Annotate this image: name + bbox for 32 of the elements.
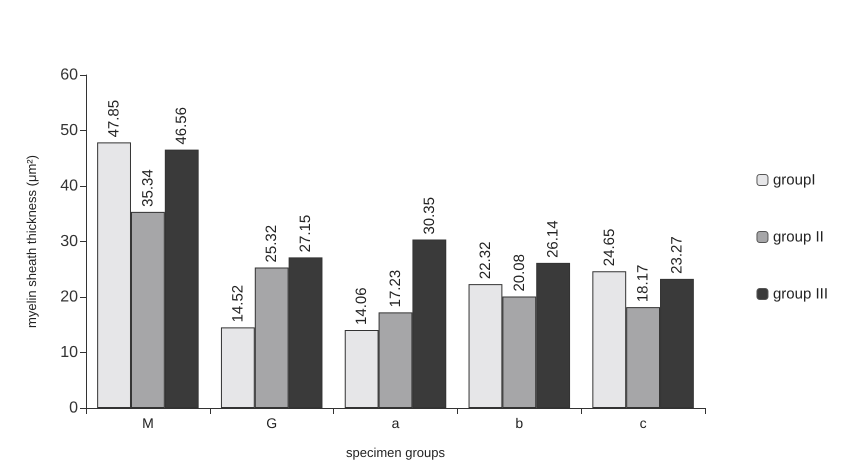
data-label: 26.14 [544, 220, 562, 258]
data-label: 14.06 [353, 287, 370, 325]
data-label: 47.85 [106, 100, 123, 138]
y-tick-label: 20 [60, 288, 78, 306]
legend-label: group II [772, 228, 824, 246]
data-label: 24.65 [600, 228, 618, 266]
legend-label: group III [772, 286, 828, 302]
x-tick-label: G [266, 415, 278, 431]
y-tick-label: 0 [69, 400, 78, 416]
data-label: 22.32 [476, 242, 494, 280]
data-label: 20.08 [510, 254, 528, 292]
data-label: 27.15 [297, 214, 314, 252]
x-tick-label: b [515, 415, 524, 431]
x-tick-label: a [392, 415, 400, 431]
data-label: 46.56 [173, 107, 190, 145]
data-label: 30.35 [420, 197, 438, 235]
data-label: 18.17 [634, 264, 652, 302]
y-tick-label: 10 [60, 344, 78, 361]
data-label: 14.52 [229, 284, 246, 322]
data-label: 25.32 [263, 224, 280, 262]
data-label: 23.27 [668, 236, 686, 274]
y-axis-title: myelin sheath thickness (μm²) [24, 155, 39, 328]
y-tick-label: 40 [60, 178, 78, 194]
x-axis-title: specimen groups [346, 445, 446, 460]
y-tick-label: 50 [60, 122, 78, 139]
data-label: 35.34 [139, 169, 156, 207]
y-tick-label: 30 [60, 233, 78, 250]
x-tick-label: M [142, 415, 154, 431]
x-tick-label: c [640, 415, 647, 431]
data-label: 17.23 [387, 270, 404, 308]
legend-label: groupI [772, 172, 816, 188]
y-tick-label: 60 [60, 66, 78, 84]
